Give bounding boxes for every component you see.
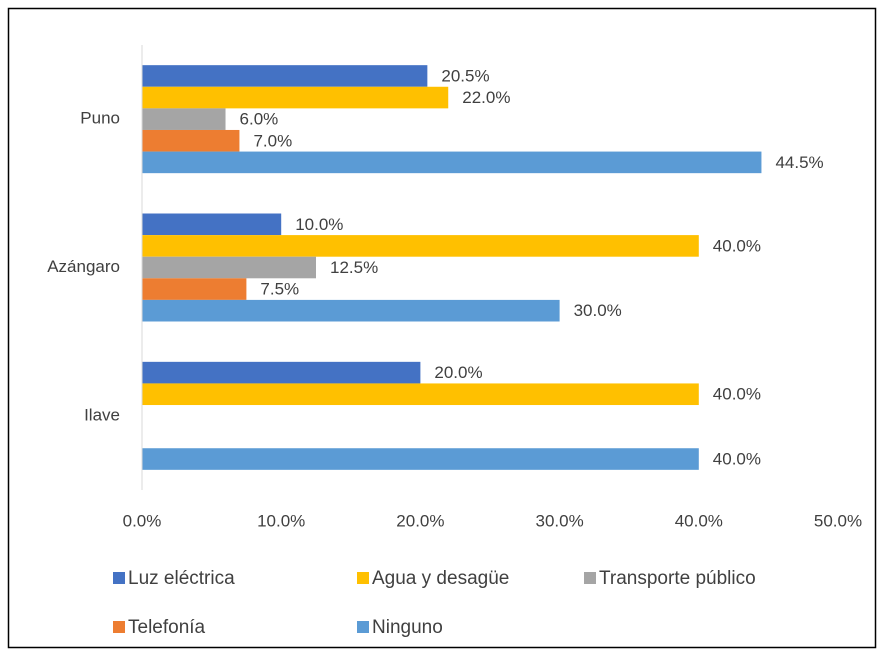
bar [142, 448, 699, 470]
value-label: 44.5% [775, 153, 823, 172]
value-label: 20.0% [434, 363, 482, 382]
bar [142, 235, 699, 257]
x-tick-label: 40.0% [675, 511, 723, 530]
bar [142, 86, 449, 109]
x-tick-label: 20.0% [396, 511, 444, 530]
legend-label: Transporte público [599, 568, 756, 589]
bar [142, 213, 282, 236]
x-tick-label: 30.0% [535, 511, 583, 530]
value-label: 22.0% [462, 88, 510, 107]
value-label: 40.0% [713, 450, 761, 469]
bar [142, 108, 226, 130]
value-label: 12.5% [330, 258, 378, 277]
legend-swatch [584, 572, 596, 584]
value-label: 40.0% [713, 385, 761, 404]
value-label: 20.5% [441, 66, 489, 85]
legend-swatch [113, 621, 125, 633]
y-tick-label: Ilave [84, 405, 120, 424]
legend-label: Telefonía [128, 617, 206, 638]
bar [142, 299, 560, 322]
value-label: 10.0% [295, 215, 343, 234]
value-label: 40.0% [713, 236, 761, 255]
bar [142, 383, 699, 406]
value-label: 7.5% [260, 280, 299, 299]
value-label: 30.0% [574, 301, 622, 320]
bar [142, 151, 762, 174]
x-tick-label: 50.0% [814, 511, 862, 530]
legend-swatch [113, 572, 125, 584]
bar [142, 129, 240, 152]
y-tick-label: Azángaro [47, 257, 120, 276]
bar [142, 278, 247, 300]
value-label: 6.0% [240, 110, 279, 129]
bar [142, 361, 421, 384]
legend-swatch [357, 621, 369, 633]
value-label: 7.0% [253, 131, 292, 150]
legend-label: Ninguno [372, 617, 443, 638]
legend-label: Luz eléctrica [128, 568, 235, 589]
y-tick-label: Puno [80, 109, 120, 128]
legend-swatch [357, 572, 369, 584]
x-tick-label: 10.0% [257, 511, 305, 530]
x-tick-label: 0.0% [123, 511, 162, 530]
legend-label: Agua y desagüe [372, 568, 509, 589]
bar [142, 65, 428, 87]
bar [142, 256, 316, 279]
